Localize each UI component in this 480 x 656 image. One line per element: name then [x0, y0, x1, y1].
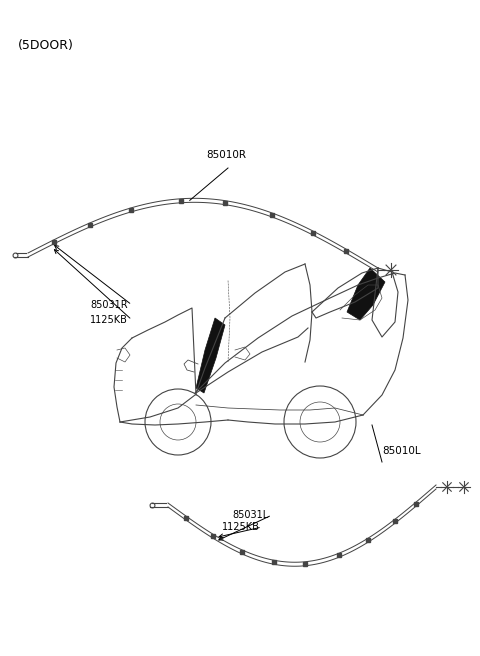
Text: 1125KB: 1125KB [222, 522, 260, 532]
Text: 85031R: 85031R [90, 300, 128, 310]
Text: 1125KB: 1125KB [90, 315, 128, 325]
Text: 85010R: 85010R [206, 150, 246, 160]
Text: 85031L: 85031L [232, 510, 268, 520]
PathPatch shape [196, 318, 225, 393]
Text: 85010L: 85010L [382, 446, 420, 456]
PathPatch shape [347, 268, 385, 320]
Text: (5DOOR): (5DOOR) [18, 39, 74, 52]
